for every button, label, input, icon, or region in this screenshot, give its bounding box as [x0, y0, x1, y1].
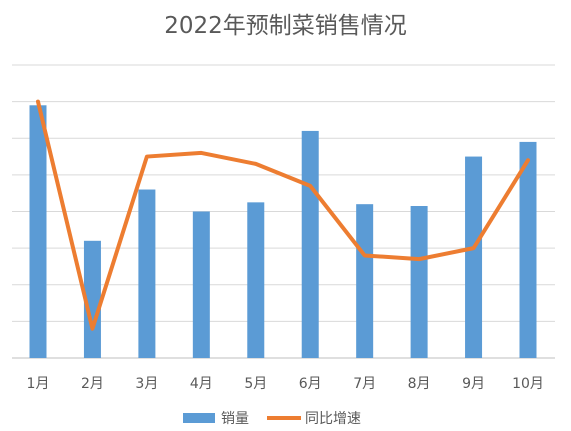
bar-9 [465, 156, 483, 358]
x-tick-label: 6月 [299, 376, 322, 392]
bar-4 [192, 211, 210, 358]
bar-10 [519, 141, 537, 358]
x-tick-label: 10月 [512, 376, 544, 392]
bar-7 [356, 204, 374, 358]
x-tick-label: 5月 [244, 376, 267, 392]
bar-2 [83, 240, 101, 358]
chart-title: 2022年预制菜销售情况 [164, 13, 407, 39]
x-axis-ticks: 1月 2月 3月 4月 5月 6月 7月 8月 9月 10月 [27, 376, 544, 392]
x-tick-label: 2月 [81, 376, 104, 392]
bar-1 [29, 105, 47, 358]
x-tick-label: 4月 [190, 376, 213, 392]
bar-5 [247, 202, 265, 358]
x-tick-label: 8月 [408, 376, 431, 392]
x-tick-label: 7月 [353, 376, 376, 392]
x-tick-label: 3月 [135, 376, 158, 392]
legend-label-bar: 销量 [221, 411, 249, 427]
legend-swatch-bar [183, 413, 215, 423]
growth-line [36, 99, 530, 331]
bar-3 [138, 189, 156, 358]
bar-6 [301, 130, 319, 358]
legend: 销量 同比增速 [183, 411, 361, 427]
bar-series [29, 105, 537, 358]
x-tick-label: 9月 [462, 376, 485, 392]
x-tick-label: 1月 [27, 376, 50, 392]
line-series [36, 99, 530, 331]
legend-label-line: 同比增速 [305, 411, 361, 427]
bar-8 [410, 206, 428, 358]
